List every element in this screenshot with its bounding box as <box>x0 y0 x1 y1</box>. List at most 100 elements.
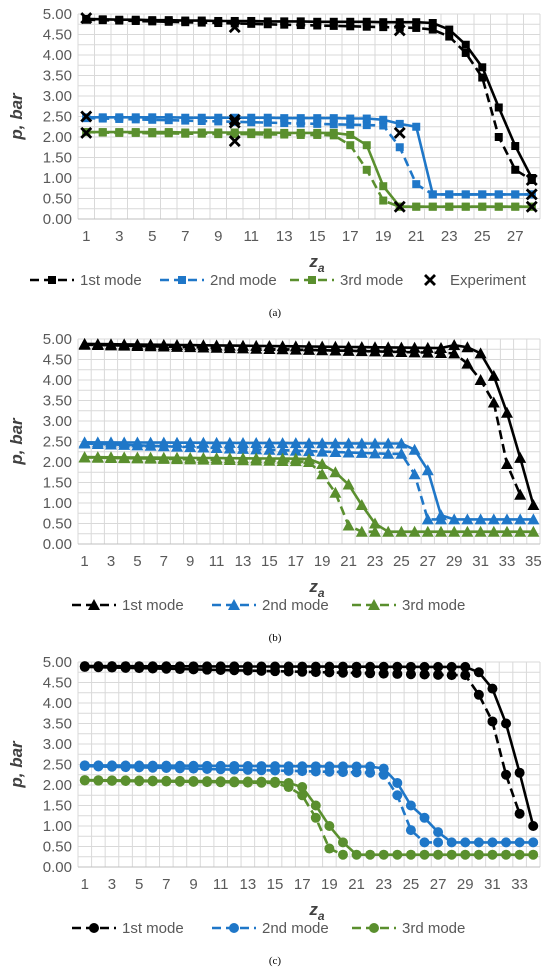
data-point <box>105 338 117 350</box>
data-point-experiment <box>80 110 93 123</box>
data-point <box>474 347 487 359</box>
y-tick-label: 1.50 <box>43 475 72 492</box>
data-point <box>355 499 368 511</box>
data-point <box>405 800 416 811</box>
data-point <box>337 837 348 848</box>
data-point <box>171 436 183 448</box>
data-point <box>433 661 444 672</box>
y-tick-label: 0.50 <box>43 516 72 533</box>
x-tick-label: 7 <box>162 876 170 893</box>
legend-label: 1st mode <box>80 272 142 289</box>
data-point <box>445 202 454 211</box>
y-tick-label: 2.50 <box>43 757 72 774</box>
data-point <box>310 800 321 811</box>
data-point <box>528 821 539 831</box>
x-axis-label: za <box>308 252 325 275</box>
data-point <box>223 436 236 448</box>
data-point <box>487 513 500 525</box>
data-point <box>276 444 289 456</box>
data-point <box>528 849 539 860</box>
x-tick-label: 5 <box>148 228 156 245</box>
data-point <box>395 525 408 537</box>
x-tick-label: 13 <box>235 553 252 570</box>
x-tick-label: 11 <box>243 228 259 245</box>
data-point <box>131 338 144 350</box>
data-point <box>514 488 527 500</box>
data-point <box>197 436 210 448</box>
data-point <box>478 190 487 199</box>
data-point <box>329 21 338 30</box>
data-point <box>494 103 503 112</box>
data-point <box>118 436 131 448</box>
data-point <box>428 19 437 28</box>
data-point <box>270 661 281 672</box>
data-point <box>296 114 305 123</box>
data-point <box>289 340 302 352</box>
y-tick-label: 0.00 <box>43 536 72 553</box>
data-point <box>329 128 338 137</box>
data-point <box>355 446 368 458</box>
data-point <box>118 451 131 463</box>
data-point <box>297 761 308 772</box>
data-point <box>106 760 117 771</box>
data-point-experiment <box>525 200 538 213</box>
data-point <box>511 142 520 151</box>
data-point <box>131 113 140 122</box>
x-axis-label-subscript: a <box>318 586 325 600</box>
data-point <box>289 444 302 456</box>
data-point <box>405 825 416 836</box>
data-point <box>527 174 536 182</box>
data-point <box>365 761 376 772</box>
data-point <box>435 525 447 537</box>
data-point <box>461 40 470 49</box>
data-point <box>487 525 500 537</box>
legend-label: 2nd mode <box>262 597 329 614</box>
y-tick-label: 3.00 <box>43 88 72 105</box>
data-point <box>250 443 263 455</box>
legend-label: 2nd mode <box>262 920 329 937</box>
data-point <box>157 338 170 350</box>
data-point <box>223 339 236 351</box>
y-tick-label: 4.50 <box>43 675 72 692</box>
data-point <box>528 837 539 848</box>
legend-marker-experiment <box>424 274 436 286</box>
series-1st-mode <box>79 661 539 831</box>
legend-label: 2nd mode <box>210 272 277 289</box>
series-1st-mode <box>82 14 536 185</box>
data-point-experiment <box>393 126 406 139</box>
series-3rd-mode <box>78 451 540 537</box>
data-point <box>395 23 404 32</box>
data-point <box>446 837 457 848</box>
data-point <box>324 761 335 772</box>
data-point-experiment <box>80 126 93 139</box>
data-point <box>164 16 173 25</box>
data-point <box>514 525 527 537</box>
chart-panel-c: 0.00 0.50 1.00 1.50 2.00 2.50 3.00 3.50 4.00 4.50… <box>7 654 541 967</box>
series-3rd-mode <box>82 128 536 211</box>
data-point <box>214 113 223 122</box>
data-point <box>237 452 249 464</box>
x-tick-label: 19 <box>321 876 338 893</box>
data-point <box>428 202 437 211</box>
x-tick-label: 21 <box>340 553 357 570</box>
data-point <box>147 775 158 786</box>
data-point <box>421 464 434 476</box>
x-tick-label: 1 <box>80 553 88 570</box>
data-point <box>346 130 355 139</box>
data-point <box>412 18 421 27</box>
x-axis-label-subscript: a <box>318 909 325 923</box>
data-point <box>250 339 263 351</box>
x-tick-label: 23 <box>367 553 384 570</box>
data-point <box>378 849 389 860</box>
data-point <box>181 128 190 137</box>
data-point <box>313 128 322 137</box>
data-point <box>461 525 474 537</box>
data-point <box>346 114 355 123</box>
y-tick-label: 2.50 <box>43 434 72 451</box>
data-point <box>134 661 145 672</box>
data-point <box>527 499 540 511</box>
data-point <box>461 357 474 369</box>
data-point <box>342 478 355 490</box>
data-point <box>474 525 487 537</box>
